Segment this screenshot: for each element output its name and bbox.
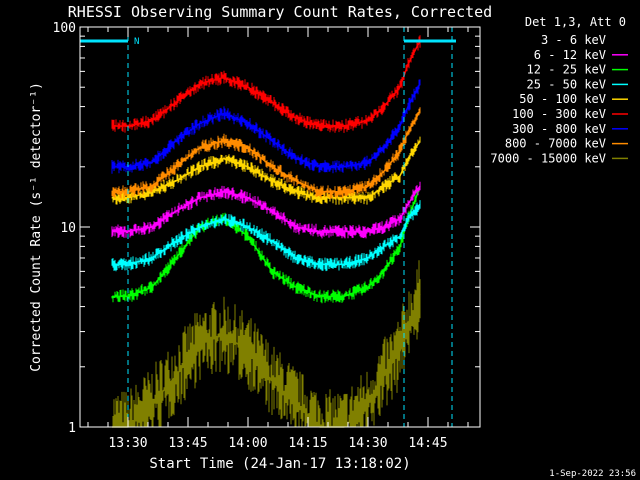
series-line — [112, 185, 421, 233]
x-tick-label: 14:00 — [228, 436, 267, 451]
series-7000-15000-kev — [112, 260, 421, 428]
series-line — [112, 166, 421, 212]
marker-layer: N — [80, 27, 456, 427]
series-50-100-kev — [111, 136, 421, 205]
x-axis-label: Start Time (24-Jan-17 13:18:02) — [149, 456, 410, 472]
series-100-300-kev — [111, 35, 421, 133]
legend-label: 800 - 7000 keV — [505, 137, 606, 151]
series-25-50-kev — [111, 200, 421, 272]
x-tick-label: 13:45 — [168, 436, 207, 451]
legend-title: Det 1,3, Att 0 — [525, 15, 626, 29]
series-noise-band — [112, 260, 421, 427]
x-axis: 13:30 13:45 14:00 14:15 14:30 14:45 — [87, 27, 469, 451]
legend-label: 6 - 12 keV — [534, 48, 606, 62]
y-tick-label: 100 — [53, 21, 76, 36]
plot-series — [111, 35, 421, 428]
series-6-12-kev — [111, 181, 421, 239]
series-line — [112, 140, 421, 199]
x-tick-label: 14:30 — [348, 436, 387, 451]
x-tick-label: 14:45 — [408, 436, 447, 451]
series-3-6-kev — [111, 160, 421, 219]
chart-title: RHESSI Observing Summary Count Rates, Co… — [68, 3, 492, 21]
series-300-800-kev — [111, 79, 421, 174]
x-tick-label: 14:15 — [288, 436, 327, 451]
y-axis: 1 10 100 — [53, 21, 480, 436]
legend-label: 12 - 25 keV — [527, 63, 606, 77]
y-tick-label: 1 — [68, 421, 76, 436]
series-line — [112, 294, 421, 428]
legend-label: 25 - 50 keV — [527, 77, 606, 91]
legend-label: 7000 - 15000 keV — [490, 151, 606, 165]
legend-label: 100 - 300 keV — [512, 107, 606, 121]
x-tick-label: 13:30 — [108, 436, 147, 451]
series-line — [112, 203, 421, 266]
series-line — [112, 40, 421, 127]
footer-date: 1-Sep-2022 23:56 — [549, 469, 636, 479]
y-tick-label: 10 — [60, 221, 76, 236]
series-line — [112, 83, 421, 168]
series-800-7000-kev — [111, 107, 421, 199]
series-line — [112, 185, 421, 298]
y-axis-label: Corrected Count Rate (s⁻¹ detector⁻¹) — [29, 82, 44, 372]
flag-label: N — [134, 37, 139, 47]
series-line — [112, 110, 421, 193]
legend-label: 50 - 100 keV — [519, 92, 606, 106]
legend-label: 300 - 800 keV — [512, 122, 606, 136]
legend-label: 3 - 6 keV — [541, 33, 606, 47]
